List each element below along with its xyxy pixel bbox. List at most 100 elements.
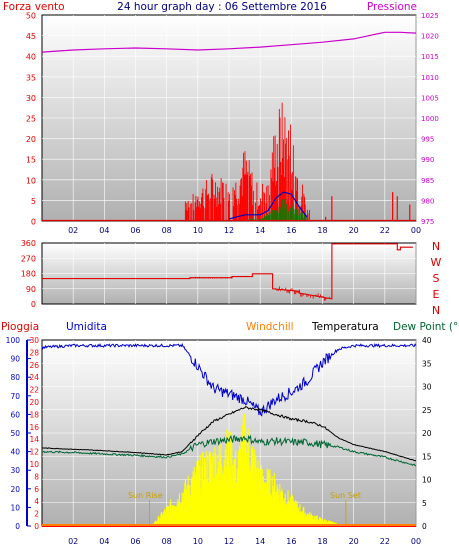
pressure-tick-label: 980 bbox=[421, 197, 434, 205]
time-tick-label: 08 bbox=[162, 537, 172, 546]
temperature-tick-label: 0 bbox=[422, 522, 427, 531]
humidity-tick-label: 70 bbox=[10, 392, 20, 401]
rain-tick-label: 20 bbox=[29, 398, 39, 407]
pressure-tick-label: 1020 bbox=[421, 33, 439, 41]
wind-speed-tick-label: 20 bbox=[26, 135, 36, 144]
temperature-tick-label: 25 bbox=[422, 406, 432, 415]
time-tick-label: 12 bbox=[224, 537, 234, 546]
time-tick-label: 16 bbox=[286, 226, 296, 235]
sunrise-label: Sun Rise bbox=[128, 491, 163, 500]
rain-tick-label: 14 bbox=[29, 435, 39, 444]
time-tick-label: 08 bbox=[162, 226, 172, 235]
direction-tick-label: 360 bbox=[21, 239, 36, 248]
time-tick-label: 02 bbox=[68, 537, 78, 546]
temperature-tick-label: 20 bbox=[422, 429, 432, 438]
wind-speed-tick-label: 25 bbox=[26, 115, 36, 124]
temperature-tick-label: 5 bbox=[422, 499, 427, 508]
time-tick-label: 06 bbox=[130, 226, 140, 235]
wind-average-line bbox=[228, 191, 308, 220]
humidity-line bbox=[41, 342, 417, 417]
temperature-tick-label: 30 bbox=[422, 383, 432, 392]
rain-tick-label: 24 bbox=[29, 373, 39, 382]
compass-direction-label: N bbox=[432, 240, 440, 253]
compass-direction-label: S bbox=[433, 272, 440, 285]
temperature-tick-label: 35 bbox=[422, 359, 432, 368]
rain-tick-label: 0 bbox=[34, 522, 39, 531]
wind-speed-tick-label: 35 bbox=[26, 73, 36, 82]
temperature-tick-label: 15 bbox=[422, 452, 432, 461]
direction-tick-label: 180 bbox=[21, 270, 36, 279]
time-tick-label: 14 bbox=[255, 537, 265, 546]
wind-direction-line bbox=[42, 243, 413, 300]
axis-layer: 0510152025303540455097598098599099510001… bbox=[6, 12, 442, 547]
rain-tick-label: 18 bbox=[29, 410, 39, 419]
pressure-tick-label: 985 bbox=[421, 177, 434, 185]
direction-tick-label: 90 bbox=[26, 285, 36, 294]
humidity-tick-label: 0 bbox=[15, 522, 20, 531]
time-tick-label: 00 bbox=[411, 537, 421, 546]
chart-title: 24 hour graph day : 06 Settembre 2016 bbox=[117, 1, 327, 13]
rain-tick-label: 2 bbox=[34, 510, 39, 519]
rain-tick-label: 8 bbox=[34, 472, 39, 481]
temperature-legend-label: Temperatura bbox=[311, 321, 379, 333]
humidity-tick-label: 40 bbox=[10, 448, 20, 457]
compass-direction-label: W bbox=[431, 256, 442, 269]
time-tick-label: 12 bbox=[224, 226, 234, 235]
pressure-tick-label: 1015 bbox=[421, 53, 439, 61]
pressure-tick-label: 975 bbox=[421, 218, 434, 226]
humidity-tick-label: 100 bbox=[6, 336, 21, 345]
wind-speed-tick-label: 15 bbox=[26, 156, 36, 165]
sunset-label: Sun Set bbox=[330, 491, 361, 500]
rain-tick-label: 22 bbox=[29, 386, 39, 395]
rain-tick-label: 10 bbox=[29, 460, 39, 469]
temperature-line bbox=[41, 405, 417, 462]
time-tick-label: 16 bbox=[286, 537, 296, 546]
time-tick-label: 22 bbox=[380, 226, 390, 235]
time-tick-label: 00 bbox=[411, 226, 421, 235]
wind-speed-tick-label: 0 bbox=[31, 218, 36, 227]
dewpoint-legend-label: Dew Point (°C bbox=[393, 321, 459, 333]
time-tick-label: 22 bbox=[380, 537, 390, 546]
temperature-tick-label: 10 bbox=[422, 476, 432, 485]
wind-speed-axis-title: Forza vento bbox=[3, 1, 65, 13]
time-tick-label: 10 bbox=[193, 537, 203, 546]
rain-tick-label: 16 bbox=[29, 423, 39, 432]
dewpoint-line bbox=[41, 434, 417, 467]
rain-tick-label: 6 bbox=[34, 485, 39, 494]
humidity-tick-label: 20 bbox=[10, 485, 20, 494]
humidity-legend-label: Umidita bbox=[66, 321, 107, 333]
time-tick-label: 02 bbox=[68, 226, 78, 235]
humidity-tick-label: 30 bbox=[10, 466, 20, 475]
time-tick-label: 14 bbox=[255, 226, 265, 235]
humidity-tick-label: 50 bbox=[10, 429, 20, 438]
time-tick-label: 10 bbox=[193, 226, 203, 235]
rain-tick-label: 4 bbox=[34, 497, 39, 506]
direction-tick-label: 270 bbox=[21, 254, 36, 263]
humidity-tick-label: 80 bbox=[10, 373, 20, 382]
wind-speed-tick-label: 50 bbox=[26, 12, 36, 21]
time-tick-label: 04 bbox=[99, 537, 109, 546]
rain-tick-label: 30 bbox=[29, 336, 39, 345]
temperature-tick-label: 40 bbox=[422, 336, 432, 345]
wind-speed-tick-label: 10 bbox=[26, 176, 36, 185]
rain-tick-label: 12 bbox=[29, 448, 39, 457]
time-tick-label: 18 bbox=[317, 537, 327, 546]
windchill-legend-label: Windchill bbox=[246, 321, 294, 333]
pressure-tick-label: 990 bbox=[421, 156, 434, 164]
series-layer bbox=[41, 31, 417, 527]
rain-axis-title: Pioggia bbox=[1, 321, 39, 333]
pressure-axis-title: Pressione bbox=[367, 1, 417, 13]
time-tick-label: 20 bbox=[349, 537, 359, 546]
humidity-tick-label: 90 bbox=[10, 355, 20, 364]
rain-tick-label: 26 bbox=[29, 361, 39, 370]
time-tick-label: 18 bbox=[317, 226, 327, 235]
compass-direction-label: E bbox=[433, 288, 440, 301]
wind-speed-tick-label: 30 bbox=[26, 94, 36, 103]
rain-tick-label: 28 bbox=[29, 348, 39, 357]
pressure-line bbox=[41, 31, 417, 53]
pressure-tick-label: 1005 bbox=[421, 94, 439, 102]
time-tick-label: 20 bbox=[349, 226, 359, 235]
pressure-tick-label: 1000 bbox=[421, 115, 439, 123]
